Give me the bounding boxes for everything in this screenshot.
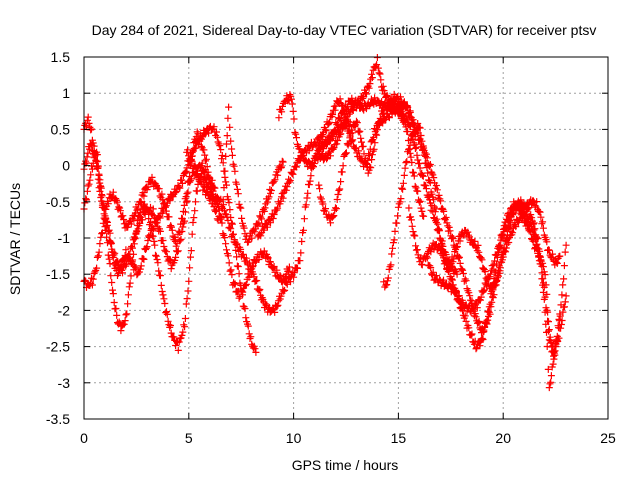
x-tick-label: 20 [495,430,511,446]
chart-title: Day 284 of 2021, Sidereal Day-to-day VTE… [92,22,597,38]
data-points [80,54,570,392]
series-sat-i [315,94,428,227]
y-tick-label: -3.5 [46,411,70,427]
y-tick-label: 0.5 [51,121,71,137]
x-tick-label: 10 [286,430,302,446]
series-markers [315,94,428,227]
y-tick-label: -3 [58,375,71,391]
series-sat-l [424,211,570,360]
x-tick-label: 0 [80,430,88,446]
x-axis-label: GPS time / hours [292,457,399,473]
series-markers [405,200,564,392]
y-tick-label: -2 [58,302,71,318]
y-tick-label: -1.5 [46,266,70,282]
y-tick-label: 1.5 [51,49,71,65]
x-tick-label: 25 [600,430,616,446]
series-sat-k [405,200,564,392]
series-markers [424,211,570,360]
axes: 0 5 10 15 20 25 1.5 1 0.5 0 -0.5 -1 -1.5 -2 -2.5 -3 -3.5 [46,49,616,446]
y-tick-label: -0.5 [46,194,70,210]
y-tick-label: 0 [62,158,70,174]
x-tick-label: 15 [391,430,407,446]
y-tick-label: 1 [62,85,70,101]
y-tick-label: -2.5 [46,339,70,355]
x-tick-label: 5 [185,430,193,446]
y-axis-label: SDTVAR / TECUs [7,183,23,295]
y-tick-label: -1 [58,230,71,246]
